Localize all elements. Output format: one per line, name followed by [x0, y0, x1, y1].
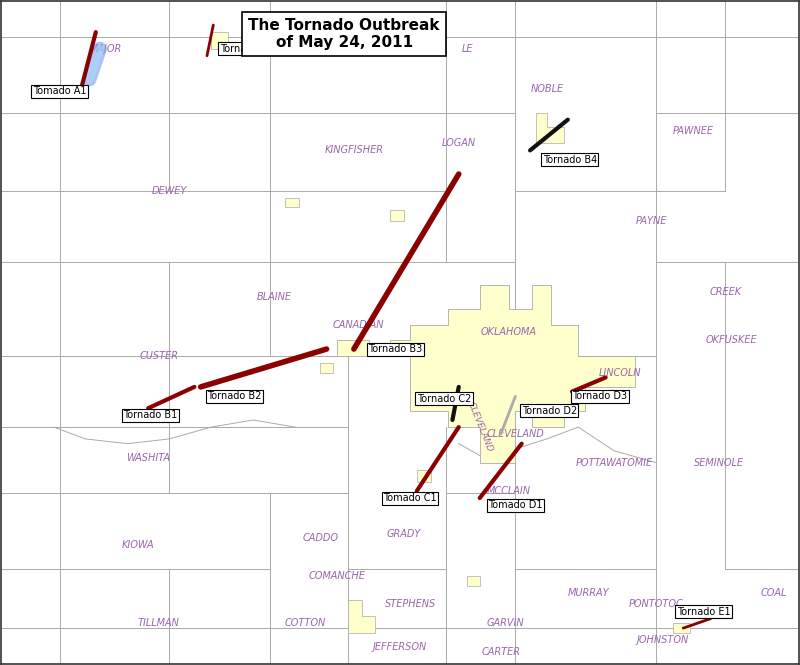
Text: Tornado D2: Tornado D2	[522, 406, 577, 416]
Polygon shape	[536, 112, 564, 143]
Polygon shape	[673, 623, 690, 633]
Text: The Tornado Outbreak
of May 24, 2011: The Tornado Outbreak of May 24, 2011	[249, 18, 440, 51]
Text: CANADIAN: CANADIAN	[332, 321, 384, 331]
Text: LINCOLN: LINCOLN	[599, 368, 642, 378]
Text: CLEVELAND: CLEVELAND	[466, 400, 494, 454]
Text: COMANCHE: COMANCHE	[309, 571, 366, 581]
Text: Tornado B2: Tornado B2	[207, 392, 262, 402]
Polygon shape	[467, 576, 480, 586]
Polygon shape	[347, 600, 375, 633]
Text: BLAINE: BLAINE	[257, 292, 292, 302]
Text: PAYNE: PAYNE	[636, 216, 667, 226]
Text: CADDO: CADDO	[302, 533, 338, 543]
Polygon shape	[337, 285, 635, 463]
Text: COTTON: COTTON	[285, 618, 326, 628]
Text: KINGFISHER: KINGFISHER	[324, 146, 383, 156]
Text: LE: LE	[462, 44, 473, 54]
Text: Tornado B3: Tornado B3	[369, 344, 422, 354]
Text: CREEK: CREEK	[709, 287, 742, 297]
Text: LOGAN: LOGAN	[442, 138, 476, 148]
Text: GARVIN: GARVIN	[486, 618, 524, 628]
Text: GRADY: GRADY	[387, 529, 422, 539]
Text: Tornado E1: Tornado E1	[677, 606, 730, 616]
Text: MAJOR: MAJOR	[90, 44, 122, 54]
Text: JOHNSTON: JOHNSTON	[636, 635, 688, 645]
Text: COAL: COAL	[760, 588, 786, 598]
Polygon shape	[320, 363, 333, 372]
Text: MCCLAIN: MCCLAIN	[487, 486, 531, 496]
Text: TILLMAN: TILLMAN	[138, 618, 180, 628]
Text: JEFFERSON: JEFFERSON	[373, 642, 427, 652]
Text: CARTER: CARTER	[482, 647, 520, 657]
Text: PAWNEE: PAWNEE	[674, 126, 714, 136]
Text: OKFUSKEE: OKFUSKEE	[706, 334, 758, 344]
Text: KIOWA: KIOWA	[122, 541, 154, 551]
Text: CLEVELAND: CLEVELAND	[486, 429, 544, 439]
Polygon shape	[417, 469, 431, 481]
Text: PONTOTOC: PONTOTOC	[629, 599, 683, 610]
Polygon shape	[390, 209, 404, 221]
Text: Tornado C2: Tornado C2	[417, 394, 471, 404]
Text: WASHITA: WASHITA	[126, 453, 170, 463]
Text: DEWEY: DEWEY	[151, 186, 187, 196]
Text: Tornado B4: Tornado B4	[542, 155, 597, 165]
Text: OKLAHOMA: OKLAHOMA	[481, 327, 537, 338]
Text: CUSTER: CUSTER	[139, 351, 178, 361]
Polygon shape	[285, 198, 299, 207]
Text: Tornado A2: Tornado A2	[219, 44, 274, 54]
Text: STEPHENS: STEPHENS	[385, 599, 436, 610]
Text: NOBLE: NOBLE	[530, 84, 563, 94]
Text: SEMINOLE: SEMINOLE	[694, 458, 744, 467]
Text: POTTAWATOMIE: POTTAWATOMIE	[575, 458, 653, 467]
Text: Tornado D3: Tornado D3	[572, 392, 627, 402]
Text: Tornado B1: Tornado B1	[123, 410, 178, 420]
Text: Tomado A1: Tomado A1	[33, 86, 86, 96]
Text: MURRAY: MURRAY	[568, 588, 610, 598]
Text: Tomado C1: Tomado C1	[383, 493, 437, 503]
Polygon shape	[211, 32, 228, 49]
Text: Tomado D1: Tomado D1	[488, 500, 542, 510]
